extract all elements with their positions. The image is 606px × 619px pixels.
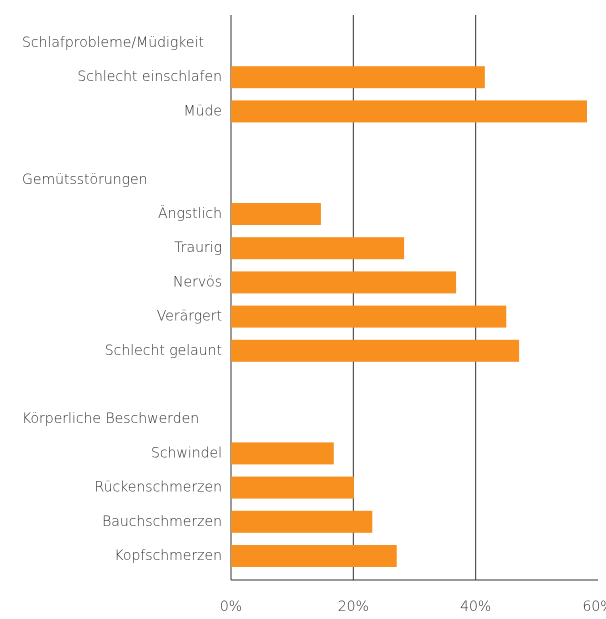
bar [231,100,587,123]
bar [231,339,520,362]
bar [231,510,373,533]
bar [231,442,334,465]
bar [231,66,485,89]
y-tick-label: Kopfschmerzen [114,548,222,564]
group-label: Schlafprobleme/Müdigkeit [22,35,204,51]
bar [231,237,405,260]
y-tick-label: Müde [184,103,222,119]
y-tick-label: Traurig [174,240,222,256]
y-tick-label: Nervös [173,274,222,290]
x-tick-label: 20% [338,599,369,615]
y-tick-label: Schlecht einschlafen [77,69,222,85]
bar [231,271,457,294]
x-tick-label: 60% [582,599,606,615]
bar [231,305,507,328]
y-tick-label: Bauchschmerzen [102,514,222,530]
y-tick-label: Verärgert [157,309,222,325]
group-label: Gemütsstörungen [22,172,148,188]
x-tick-label: 40% [460,599,491,615]
bar [231,203,321,225]
bar [231,476,354,499]
y-tick-label: Schlecht gelaunt [105,343,222,359]
y-tick-label: Schwindel [151,445,222,461]
group-label: Körperliche Beschwerden [22,411,199,427]
y-tick-label: Rückenschmerzen [95,480,222,496]
bar [231,545,397,567]
y-tick-label: Ängstlich [158,205,222,222]
x-tick-label: 0% [220,599,242,615]
